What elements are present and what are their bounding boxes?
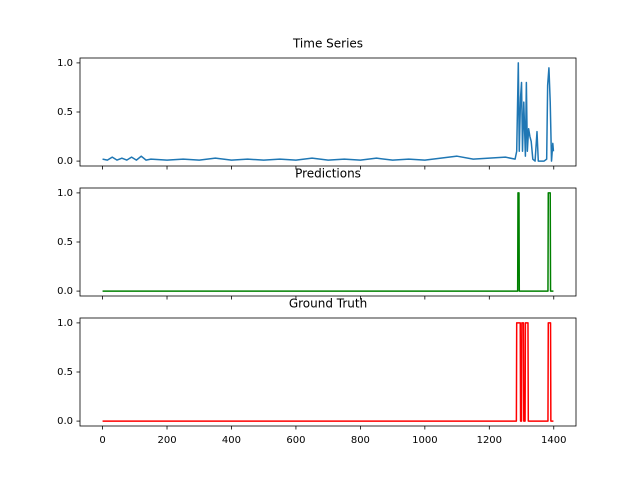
x-tick-label: 600 (286, 435, 305, 446)
y-tick-label: 0.5 (57, 367, 73, 378)
y-tick-label: 0.5 (57, 107, 73, 118)
axes-frame (79, 187, 577, 297)
series-line (102, 322, 554, 422)
x-tick-label: 200 (157, 435, 176, 446)
axes-frame (79, 317, 577, 427)
series-line (102, 192, 554, 292)
y-tick-label: 0.0 (57, 156, 73, 167)
axes-frame (79, 57, 577, 167)
series-line (102, 62, 555, 162)
x-tick-label: 1400 (541, 435, 566, 446)
x-tick-label: 1000 (412, 435, 437, 446)
subplot-title: Time Series (292, 37, 363, 51)
x-tick-label: 1200 (477, 435, 502, 446)
y-tick-label: 1.0 (57, 188, 73, 199)
y-tick-label: 1.0 (57, 58, 73, 69)
x-tick-label: 0 (99, 435, 105, 446)
x-tick-label: 400 (222, 435, 241, 446)
y-tick-label: 0.0 (57, 286, 73, 297)
y-tick-label: 0.5 (57, 237, 73, 248)
subplot-title: Ground Truth (289, 297, 367, 311)
y-tick-label: 1.0 (57, 318, 73, 329)
subplot-title: Predictions (295, 167, 361, 181)
x-tick-label: 800 (351, 435, 370, 446)
y-tick-label: 0.0 (57, 416, 73, 427)
